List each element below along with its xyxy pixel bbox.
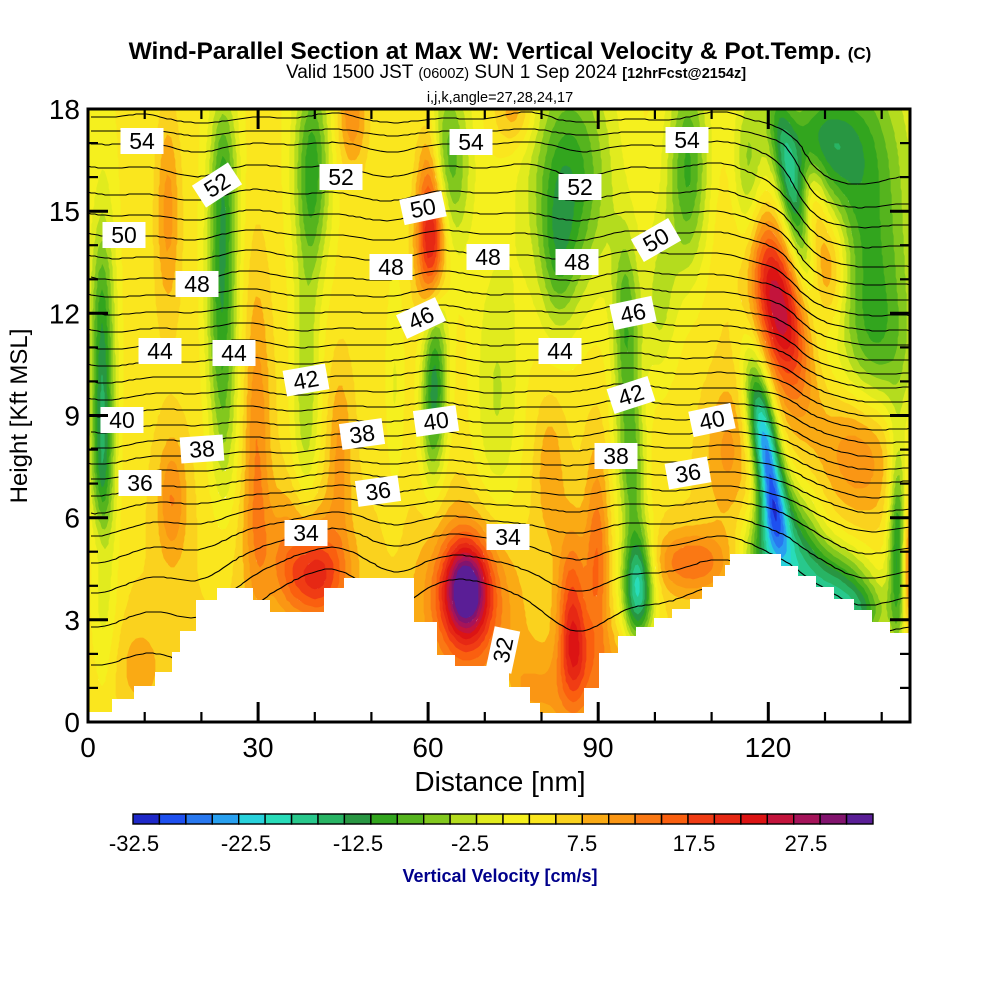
- svg-text:54: 54: [458, 129, 484, 155]
- svg-text:48: 48: [475, 244, 501, 270]
- svg-text:12: 12: [49, 298, 80, 329]
- svg-text:-22.5: -22.5: [221, 831, 271, 856]
- svg-text:38: 38: [188, 435, 215, 463]
- svg-text:-12.5: -12.5: [333, 831, 383, 856]
- svg-text:-2.5: -2.5: [451, 831, 489, 856]
- svg-text:54: 54: [129, 128, 155, 154]
- svg-text:40: 40: [697, 405, 727, 436]
- svg-text:17.5: 17.5: [673, 831, 716, 856]
- svg-text:46: 46: [618, 298, 648, 329]
- svg-text:40: 40: [109, 407, 135, 433]
- svg-text:30: 30: [242, 732, 273, 763]
- svg-text:Height [Kft MSL]: Height [Kft MSL]: [6, 329, 33, 504]
- svg-text:54: 54: [674, 127, 700, 153]
- svg-text:52: 52: [567, 174, 593, 200]
- svg-text:27.5: 27.5: [785, 831, 828, 856]
- svg-text:15: 15: [49, 196, 80, 227]
- svg-text:36: 36: [127, 470, 153, 496]
- svg-text:34: 34: [495, 524, 521, 550]
- svg-text:6: 6: [64, 503, 80, 534]
- svg-text:44: 44: [147, 338, 173, 364]
- svg-text:7.5: 7.5: [567, 831, 598, 856]
- svg-text:50: 50: [111, 222, 137, 248]
- svg-text:48: 48: [378, 254, 404, 280]
- svg-text:38: 38: [348, 419, 377, 448]
- svg-text:52: 52: [328, 164, 354, 190]
- svg-text:44: 44: [221, 340, 247, 366]
- svg-text:42: 42: [291, 365, 321, 395]
- svg-text:Vertical Velocity [cm/s]: Vertical Velocity [cm/s]: [402, 866, 597, 886]
- svg-text:36: 36: [364, 476, 393, 505]
- svg-text:90: 90: [582, 732, 613, 763]
- svg-text:Distance [nm]: Distance [nm]: [414, 766, 585, 797]
- svg-text:120: 120: [745, 732, 792, 763]
- svg-text:Valid 1500 JST (0600Z) SUN 1 S: Valid 1500 JST (0600Z) SUN 1 Sep 2024 [1…: [286, 62, 746, 83]
- svg-text:34: 34: [293, 520, 319, 546]
- svg-text:38: 38: [603, 443, 629, 469]
- svg-text:0: 0: [80, 732, 96, 763]
- svg-text:32: 32: [488, 635, 519, 665]
- svg-text:48: 48: [564, 249, 590, 275]
- svg-text:48: 48: [184, 271, 210, 297]
- svg-text:44: 44: [547, 338, 573, 364]
- svg-text:40: 40: [422, 406, 451, 435]
- svg-text:18: 18: [49, 94, 80, 125]
- svg-text:-32.5: -32.5: [109, 831, 159, 856]
- svg-text:60: 60: [412, 732, 443, 763]
- svg-text:i,j,k,angle=27,28,24,17: i,j,k,angle=27,28,24,17: [427, 90, 573, 106]
- svg-text:3: 3: [64, 605, 80, 636]
- svg-text:9: 9: [64, 401, 80, 432]
- svg-text:36: 36: [673, 458, 703, 488]
- svg-text:Wind-Parallel Section at Max W: Wind-Parallel Section at Max W: Vertical…: [129, 38, 872, 65]
- svg-text:0: 0: [64, 707, 80, 738]
- svg-text:50: 50: [408, 193, 438, 224]
